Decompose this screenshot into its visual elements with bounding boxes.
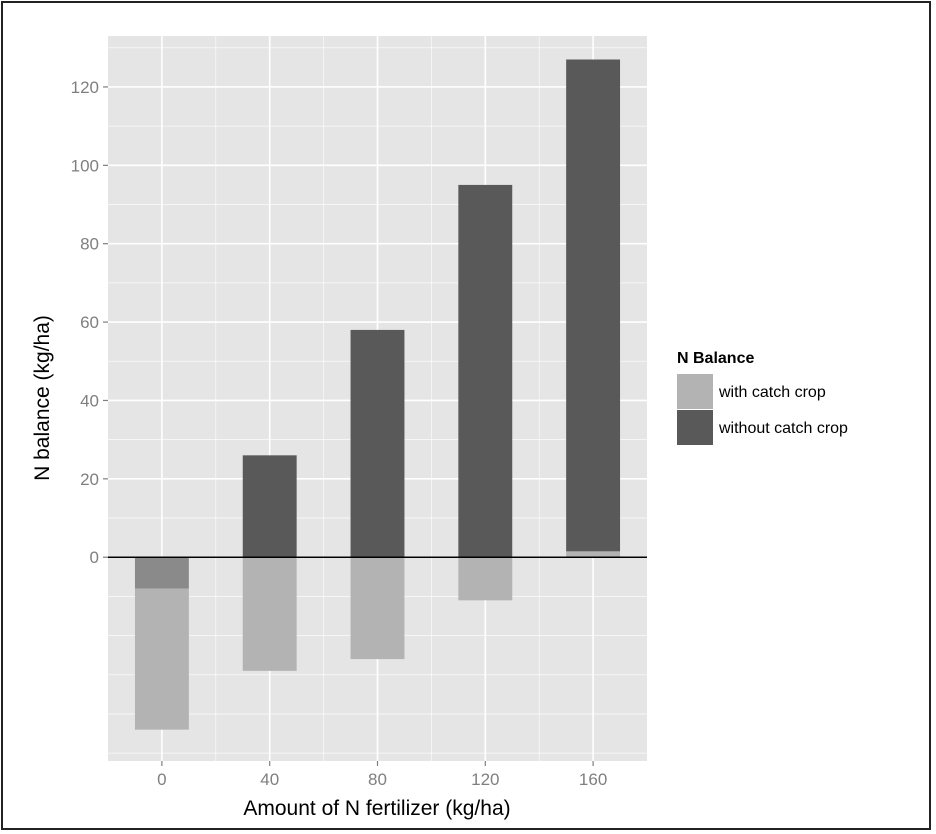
y-axis-ticks: 0 20 40 60 80 100 120 [71,78,108,567]
x-tick-label: 120 [471,770,499,789]
x-axis-ticks: 0 40 80 120 160 [157,761,607,789]
y-tick-label: 60 [80,313,99,332]
with-catch-crop-bar [566,551,621,558]
with-catch-crop-bar [242,557,297,671]
y-axis-title: N balance (kg/ha) [31,315,54,481]
x-axis-title: Amount of N fertilizer (kg/ha) [243,797,510,820]
without-catch-crop-bar [458,184,513,558]
y-tick-label: 80 [80,235,99,254]
without-catch-crop-bar [566,59,621,552]
y-tick-label: 100 [71,156,99,175]
legend-label-without-catch-crop: without catch crop [718,420,848,437]
overlap-bar [134,557,189,589]
with-catch-crop-bar [134,588,189,730]
legend-swatch-with-catch-crop [677,374,713,409]
without-catch-crop-bar [350,329,405,558]
x-tick-label: 160 [579,770,607,789]
legend-title: N Balance [677,350,754,367]
legend: N Balance with catch crop without catch … [677,350,848,445]
bars [134,59,621,730]
legend-swatch-without-catch-crop [677,410,713,445]
with-catch-crop-bar [458,557,513,601]
x-tick-label: 80 [368,770,387,789]
y-tick-label: 0 [90,548,99,567]
y-tick-label: 20 [80,470,99,489]
x-tick-label: 0 [157,770,166,789]
x-tick-label: 40 [260,770,279,789]
legend-label-with-catch-crop: with catch crop [718,384,826,401]
y-tick-label: 120 [71,78,99,97]
with-catch-crop-bar [350,557,405,660]
y-tick-label: 40 [80,391,99,410]
without-catch-crop-bar [242,455,297,558]
